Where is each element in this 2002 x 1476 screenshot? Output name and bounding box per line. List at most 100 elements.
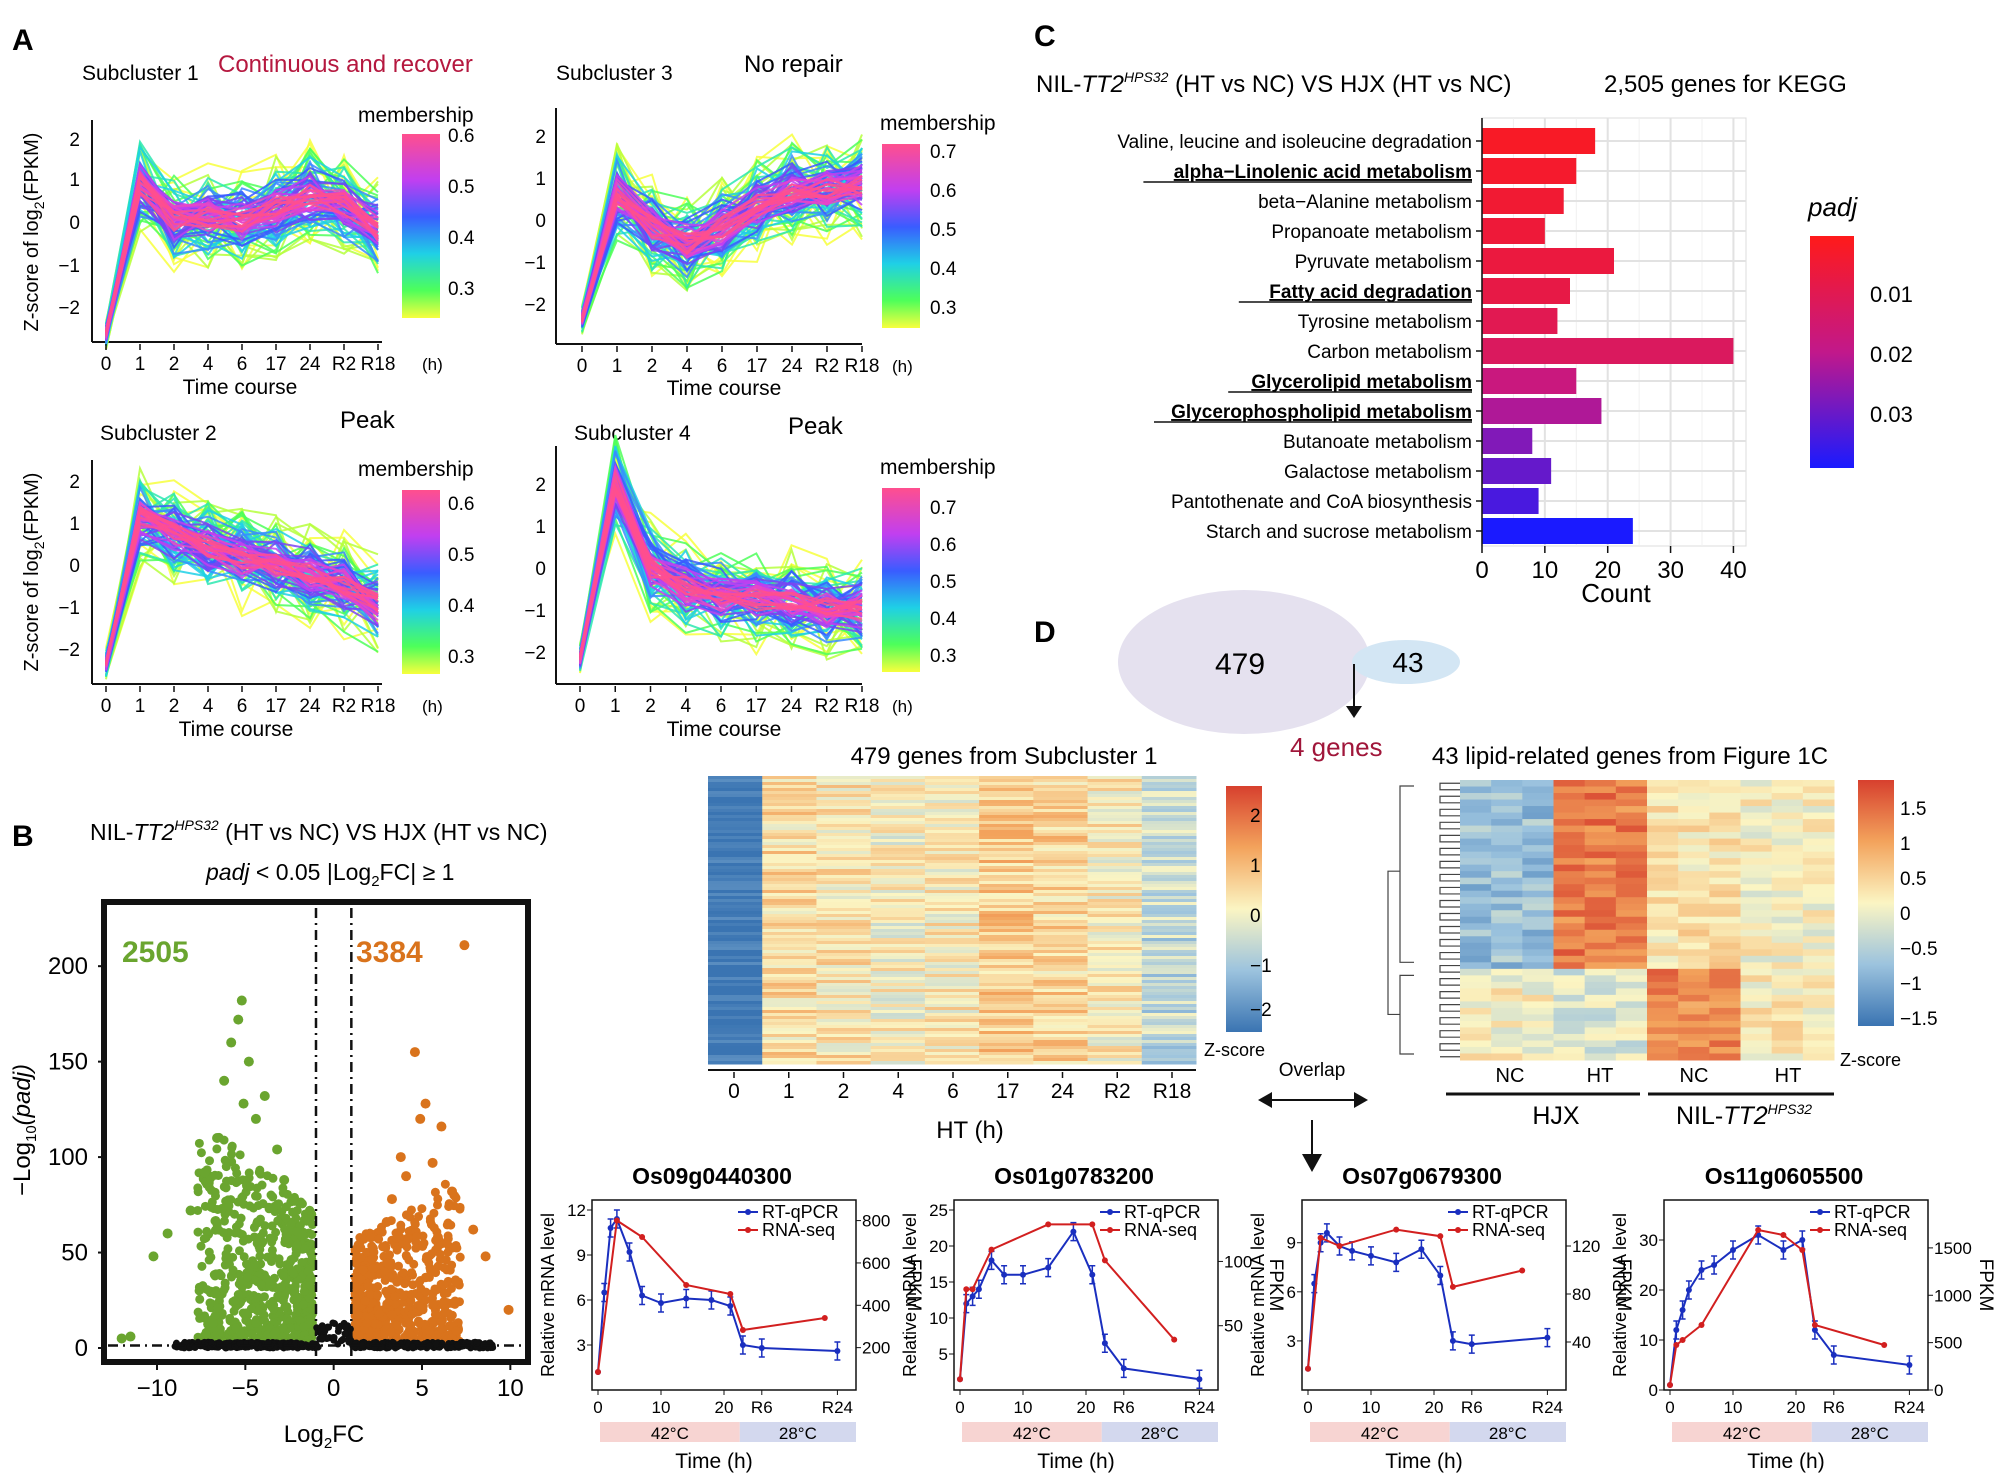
temp-hot-label: 42°C [1013, 1424, 1051, 1443]
heatmap-cell [979, 950, 1034, 954]
heatmap-cell [1553, 806, 1586, 814]
heatmap-2-legend-ticks: 1.5 1 0.5 0 −0.5 −1 −1.5 [1900, 799, 1938, 1030]
up-point [392, 1320, 402, 1330]
x-tick-label: 1 [135, 354, 146, 375]
series-point [1171, 1336, 1178, 1343]
heatmap-cell [1709, 786, 1741, 794]
heatmap-cell [1033, 872, 1089, 876]
down-point [262, 1330, 272, 1340]
series-point [1449, 1283, 1456, 1290]
subcluster-tag: Peak [340, 407, 396, 434]
heatmap-cell [924, 911, 980, 915]
heatmap-cell [1740, 994, 1773, 1002]
heatmap-cell [870, 872, 926, 876]
heatmap-cell [1771, 1007, 1804, 1015]
up-point [409, 1047, 420, 1058]
up-point [353, 1310, 363, 1320]
dendrogram-branch [1439, 964, 1460, 973]
heatmap-cell [1460, 968, 1492, 976]
heatmap-cell [1033, 1019, 1089, 1023]
heatmap-cell [870, 902, 926, 906]
heatmap-cell [870, 833, 926, 837]
heatmap-cell [1087, 908, 1143, 912]
heatmap-cell [924, 851, 980, 855]
heatmap-cell [1802, 890, 1835, 898]
kegg-title: NIL-TT2HPS32 (HT vs NC) VS HJX (HT vs NC… [1036, 69, 1512, 98]
heatmap-cell [1522, 884, 1554, 892]
heatmap-cell [1033, 845, 1089, 849]
heatmap-cell [816, 875, 872, 879]
down-point [264, 1204, 274, 1214]
heatmap-cell [1141, 1049, 1197, 1053]
x-tick-label: 24 [299, 696, 321, 717]
heatmap-cell [870, 779, 926, 783]
heatmap-cell [924, 872, 980, 876]
heatmap-cell [762, 812, 817, 816]
heatmap-cell [1584, 1027, 1617, 1035]
heatmap-cell [1584, 832, 1617, 840]
heatmap-cell [762, 923, 817, 927]
heatmap-cell [1709, 845, 1741, 853]
x-tick-label: 10 [1014, 1398, 1033, 1417]
heatmap-cell [870, 1049, 926, 1053]
heatmap-cell [1141, 845, 1197, 849]
heatmap-cell [708, 872, 763, 876]
heatmap-cell [762, 995, 817, 999]
heatmap-cell [708, 968, 763, 972]
heatmap-cell [1584, 929, 1617, 937]
down-point [238, 1236, 248, 1246]
heatmap-cell [924, 806, 980, 810]
heatmap-cell [1647, 890, 1679, 898]
heatmap-cell [1141, 839, 1197, 843]
heatmap-cell [870, 857, 926, 861]
heatmap-cell [924, 866, 980, 870]
heatmap-cell [1491, 825, 1523, 833]
heatmap-cell [924, 980, 980, 984]
heatmap-cell [979, 929, 1034, 933]
heatmap-cell [762, 878, 817, 882]
heatmap-cell [979, 824, 1034, 828]
heatmap-cell [1647, 962, 1679, 970]
heatmap-cell [1491, 832, 1523, 840]
down-point [288, 1207, 298, 1217]
heatmap-cell [1584, 1014, 1617, 1022]
kegg-category-label: Pyruvate metabolism [1295, 252, 1472, 273]
heatmap-cell [1087, 941, 1143, 945]
heatmap-cell [1709, 819, 1741, 827]
heatmap-cell [924, 818, 980, 822]
heatmap-cell [1141, 860, 1197, 864]
x-tick-label: 17 [996, 1080, 1019, 1103]
heatmap-cell [1802, 877, 1835, 885]
down-point [199, 1167, 210, 1178]
heatmap-cell [708, 1013, 763, 1017]
heatmap-cell [1740, 968, 1773, 976]
heatmap-cell [816, 1061, 872, 1065]
heatmap-cell [979, 1061, 1034, 1065]
heatmap-cell [708, 926, 763, 930]
up-point [407, 1310, 417, 1320]
legend-title: membership [880, 456, 996, 479]
heatmap-cell [762, 833, 817, 837]
heatmap-cell [924, 929, 980, 933]
heatmap-cell [1087, 1001, 1143, 1005]
up-point [405, 1212, 415, 1222]
heatmap-cell [1033, 878, 1089, 882]
x-axis-label: Time (h) [1037, 1450, 1114, 1473]
svg-text:−1: −1 [1250, 956, 1272, 977]
heatmap-cell [1141, 785, 1197, 789]
heatmap-cell [1584, 1020, 1617, 1028]
heatmap-2-columns: NC HT NC HT [1496, 1065, 1802, 1087]
heatmap-cell [870, 1019, 926, 1023]
up-point [451, 1277, 461, 1287]
down-point [268, 1173, 278, 1183]
heatmap-cell [1771, 1053, 1804, 1061]
series-point [1317, 1234, 1324, 1241]
dendrogram-branch [1439, 821, 1460, 830]
heatmap-cell [870, 809, 926, 813]
down-point [230, 1163, 240, 1173]
kegg-category-label: Valine, leucine and isoleucine degradati… [1117, 132, 1472, 153]
svg-text:0: 0 [69, 213, 80, 234]
heatmap-cell [816, 1016, 872, 1020]
heatmap-cell [1647, 819, 1679, 827]
up-point [367, 1241, 377, 1251]
